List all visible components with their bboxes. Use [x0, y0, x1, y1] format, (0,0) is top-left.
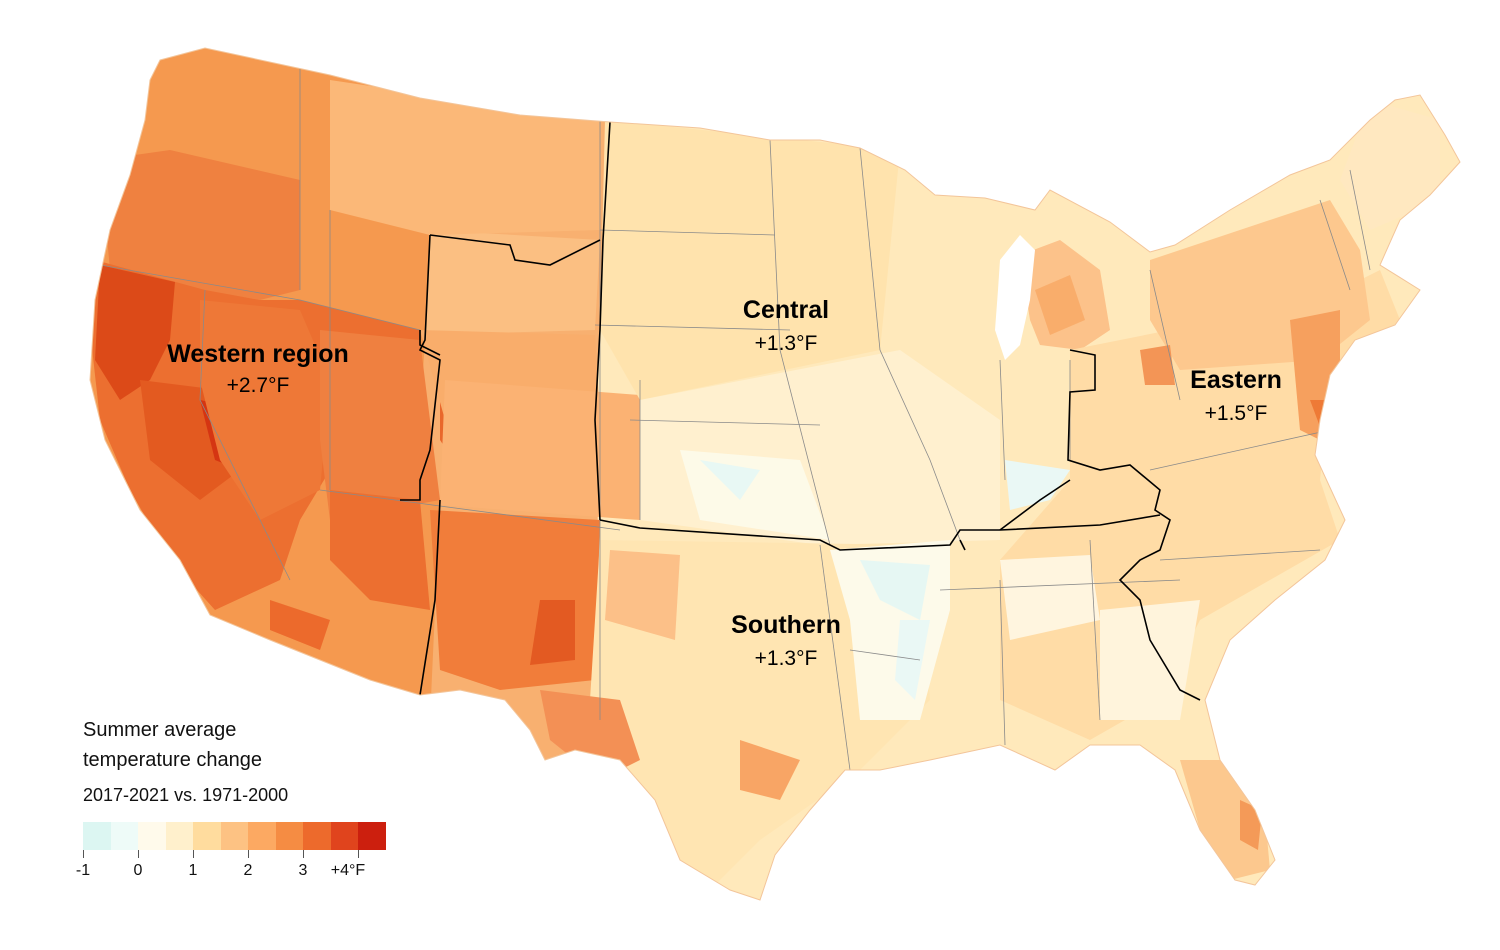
legend-swatch — [110, 822, 138, 850]
region-value: +1.5°F — [1205, 402, 1268, 425]
legend-title-line2: temperature change — [83, 749, 263, 771]
legend-tick-label: +4°F — [330, 862, 366, 879]
legend-tick-label: 0 — [133, 862, 143, 879]
legend-tickmark — [303, 850, 304, 858]
legend-color-scale — [83, 822, 386, 850]
legend-tickmark — [138, 850, 139, 858]
region-value: +2.7°F — [227, 374, 290, 397]
legend-swatch — [275, 822, 303, 850]
legend-subtitle: 2017-2021 vs. 1971-2000 — [83, 785, 289, 805]
legend-swatch — [220, 822, 248, 850]
legend-tickmark — [248, 850, 249, 858]
legend-swatch — [83, 822, 111, 850]
region-label-eastern: Eastern +1.5°F — [1190, 366, 1282, 425]
legend-tickmark — [358, 850, 359, 858]
region-name: Western region — [167, 340, 349, 368]
legend-tick-label: 2 — [243, 862, 253, 879]
legend-tickmark — [193, 850, 194, 858]
region-name: Eastern — [1190, 366, 1282, 394]
legend-title-line1: Summer average — [83, 719, 237, 741]
region-value: +1.3°F — [755, 647, 818, 670]
legend-swatch — [138, 822, 166, 850]
region-label-western: Western region +2.7°F — [167, 340, 349, 397]
legend-swatch — [193, 822, 221, 850]
region-name: Southern — [731, 611, 841, 639]
legend-swatch — [358, 822, 386, 850]
legend-swatch — [330, 822, 358, 850]
region-label-central: Central +1.3°F — [743, 296, 829, 355]
legend-tick-label: -1 — [75, 862, 91, 879]
region-name: Central — [743, 296, 829, 324]
legend-swatch — [165, 822, 193, 850]
legend-tick-label: 1 — [188, 862, 198, 879]
legend-tick-label: 3 — [298, 862, 308, 879]
legend-tickmark — [83, 850, 84, 858]
legend-swatch — [248, 822, 276, 850]
region-value: +1.3°F — [755, 332, 818, 355]
legend-swatch — [303, 822, 331, 850]
region-label-southern: Southern +1.3°F — [731, 611, 841, 670]
